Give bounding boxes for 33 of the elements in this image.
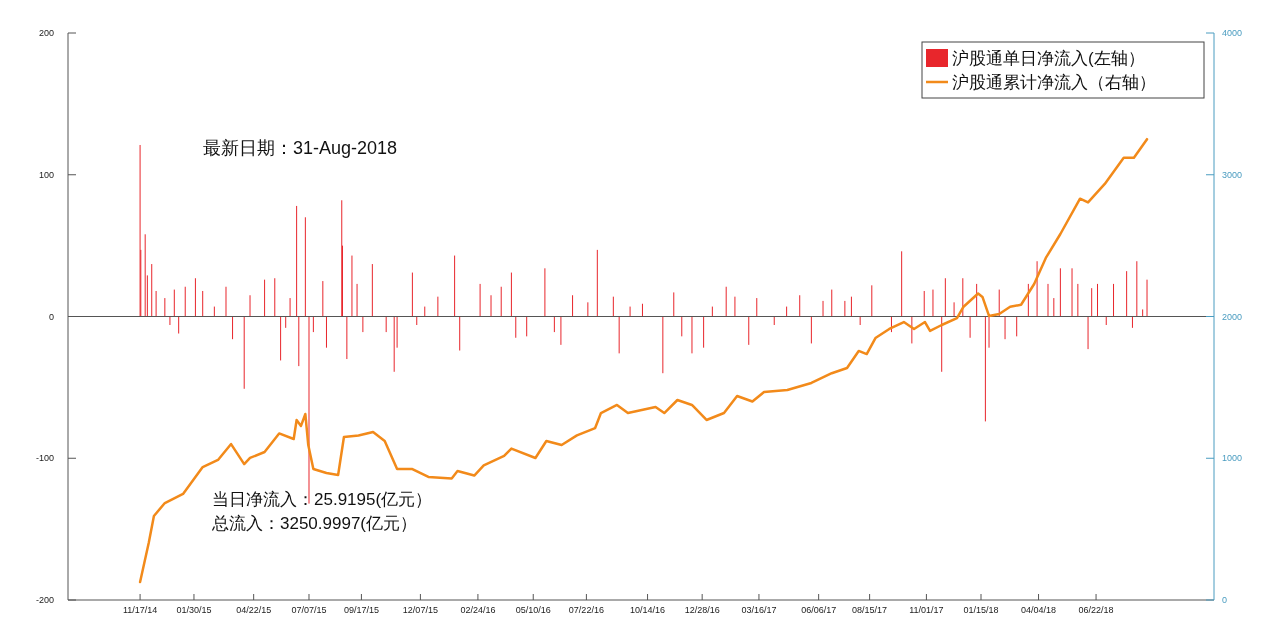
x-tick-label: 06/22/18 — [1078, 605, 1114, 615]
y2-tick-label: 4000 — [1222, 28, 1243, 38]
y-tick-label: -200 — [35, 595, 54, 605]
x-tick-label: 02/24/16 — [460, 605, 496, 615]
legend-label: 沪股通单日净流入(左轴） — [952, 49, 1145, 68]
x-tick-label: 04/22/15 — [236, 605, 272, 615]
y2-tick-label: 0 — [1222, 595, 1228, 605]
x-tick-label: 03/16/17 — [741, 605, 777, 615]
annotation: 总流入：3250.9997(亿元） — [212, 514, 418, 533]
y-tick-label: 100 — [38, 169, 54, 180]
y-tick-label: 200 — [38, 28, 54, 38]
x-tick-label: 10/14/16 — [630, 605, 666, 615]
legend-label: 沪股通累计净流入（右轴） — [952, 73, 1156, 92]
x-tick-label: 09/17/15 — [343, 605, 379, 615]
annotation: 最新日期：31-Aug-2018 — [203, 138, 398, 158]
x-tick-label: 04/04/18 — [1021, 605, 1057, 615]
x-tick-label: 12/07/15 — [402, 605, 438, 615]
x-tick-label: 12/28/16 — [684, 605, 720, 615]
y2-tick-label: 2000 — [1222, 311, 1243, 322]
x-tick-label: 07/22/16 — [568, 605, 604, 615]
y2-tick-label: 1000 — [1222, 453, 1243, 464]
x-tick-label: 07/07/15 — [291, 605, 327, 615]
x-tick-label: 06/06/17 — [801, 605, 837, 615]
y-tick-label: 0 — [48, 311, 54, 322]
annotation: 当日净流入：25.9195(亿元） — [212, 490, 433, 509]
x-tick-label: 01/30/15 — [176, 605, 212, 615]
y2-tick-label: 3000 — [1222, 169, 1243, 180]
x-tick-label: 08/15/17 — [852, 605, 888, 615]
x-tick-label: 11/01/17 — [909, 605, 944, 615]
x-tick-label: 05/10/16 — [515, 605, 551, 615]
x-tick-label: 11/17/14 — [122, 605, 158, 615]
y-tick-label: -100 — [35, 453, 54, 464]
x-tick-label: 01/15/18 — [963, 605, 999, 615]
